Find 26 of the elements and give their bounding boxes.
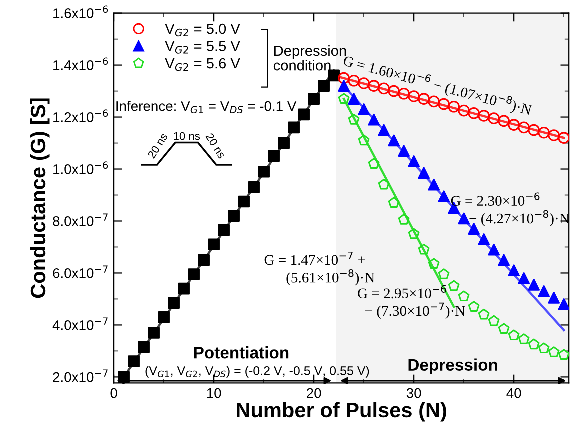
y-tick-label: 8.0x10$^{−7}$ (53, 214, 108, 226)
x-tick-label: 40 (506, 388, 522, 398)
annotation: 10 ns (174, 132, 200, 140)
text: G = 1.47×10$^{−7}$ + (5.61×10$^{−8}$)·N (264, 252, 375, 286)
x-tick-label: 30 (406, 388, 422, 398)
y-tick-label: 1.6x10$^{−6}$ (54, 6, 108, 18)
annotation: Potentiation (194, 346, 289, 359)
y-tick-label: 1.4x10$^{−6}$ (54, 58, 108, 70)
x-axis-title: Number of Pulses (N) (237, 402, 446, 422)
x-tick-label: 20 (307, 388, 322, 398)
annotation: 20 ns (148, 132, 168, 160)
x-tick-label: 0 (110, 388, 118, 398)
y-tick-label: 2.0x10$^{−7}$ (53, 370, 108, 382)
y-tick-label: 1.0x10$^{−6}$ (54, 162, 108, 174)
y-tick-label: 6.0x10$^{−7}$ (53, 266, 108, 278)
annotation: Depression (408, 358, 498, 374)
annotation: Inference: V$_{G1}$ = V$_{DS}$ = -0.1 V (116, 101, 297, 114)
annotation: (V$_{G1}$, V$_{G2}$, V$_{DS}$) = (-0.2 V, -0.5 V, 0.55 V) (146, 366, 370, 378)
annotation: 20 ns (206, 132, 226, 160)
y-tick-label: 1.2x10$^{−6}$ (54, 110, 108, 122)
y-axis-title: Conductance (G) [S] (30, 98, 50, 298)
legend-label: V$_{G2}$ = 5.0 V (165, 24, 240, 37)
legend-label: V$_{G2}$ = 5.6 V (165, 58, 240, 72)
y-tick-label: 4.0x10$^{−7}$ (52, 318, 108, 330)
x-tick-label: 10 (207, 388, 222, 398)
legend-label: V$_{G2}$ = 5.5 V (165, 41, 240, 54)
